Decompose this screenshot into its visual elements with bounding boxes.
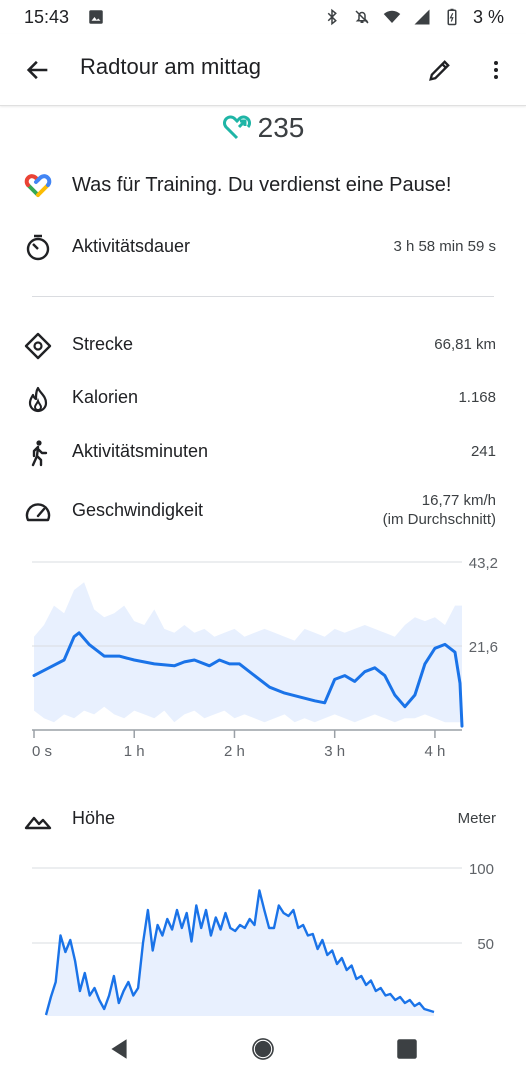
image-icon xyxy=(89,10,103,24)
speed-range-band xyxy=(34,582,462,723)
elevation-label: Höhe xyxy=(72,808,116,828)
x-tick-label: 4 h xyxy=(425,743,446,760)
x-tick-label: 3 h xyxy=(324,743,345,760)
nav-back-icon[interactable] xyxy=(106,1036,132,1062)
stat-label: Kalorien xyxy=(72,387,139,407)
stat-calories: Kalorien 1.168 xyxy=(24,381,496,417)
timer-icon xyxy=(26,234,50,261)
distance-icon xyxy=(24,332,52,360)
training-message: Was für Training. Du verdienst eine Paus… xyxy=(24,168,504,202)
speed-series-line xyxy=(32,631,464,728)
heart-points-icon xyxy=(222,115,251,140)
speedometer-icon xyxy=(25,503,51,522)
y-tick-label: 43,2 xyxy=(469,555,498,572)
status-time: 15:43 xyxy=(24,6,70,27)
stat-value: 241 xyxy=(470,443,496,460)
stat-duration: Aktivitätsdauer 3 h 58 min 59 s xyxy=(24,230,496,266)
y-tick-label: 21,6 xyxy=(469,639,498,656)
signal-icon xyxy=(414,9,430,25)
system-nav-bar xyxy=(0,1016,526,1080)
notifications-off-icon xyxy=(355,10,369,24)
nav-home-icon[interactable] xyxy=(250,1036,276,1062)
stat-value: 66,81 km xyxy=(434,336,496,353)
nav-recents-icon[interactable] xyxy=(394,1036,420,1062)
bluetooth-icon xyxy=(327,8,337,26)
stat-label: Strecke xyxy=(72,334,134,354)
elevation-header: Höhe Meter xyxy=(24,802,496,838)
elevation-series-line xyxy=(44,889,435,1016)
y-tick-label: 100 xyxy=(469,861,494,878)
stat-value-note: (im Durchschnitt) xyxy=(382,511,496,528)
x-tick-label: 1 h xyxy=(124,743,145,760)
status-bar: 15:43 3 % xyxy=(0,0,526,34)
app-bar: Radtour am mittag xyxy=(0,34,526,106)
stat-distance: Strecke 66,81 km xyxy=(24,328,496,364)
calories-icon xyxy=(28,386,48,413)
stat-active-minutes: Aktivitätsminuten 241 xyxy=(24,435,496,471)
page-title: Radtour am mittag xyxy=(80,54,261,79)
heart-points-value: 235 xyxy=(257,112,305,143)
battery-charging-icon xyxy=(447,8,457,26)
duration-value: 3 h 58 min 59 s xyxy=(393,238,496,255)
x-tick-label: 0 s xyxy=(32,743,52,760)
stat-label: Geschwindigkeit xyxy=(72,500,204,520)
more-options-icon[interactable] xyxy=(484,56,508,84)
speed-chart: 43,2 21,6 0 s 1 h 2 h 3 h 4 h xyxy=(32,555,498,760)
walking-icon xyxy=(31,440,48,467)
message-text: Was für Training. Du verdienst eine Paus… xyxy=(72,173,452,196)
edit-icon[interactable] xyxy=(426,56,454,84)
stat-speed: Geschwindigkeit 16,77 km/h (im Durchschn… xyxy=(24,490,496,534)
elevation-chart: 100 50 xyxy=(32,861,494,1016)
stat-value: 16,77 km/h xyxy=(421,492,496,509)
stat-value: 1.168 xyxy=(458,389,496,406)
divider xyxy=(32,296,494,297)
stat-label: Aktivitätsminuten xyxy=(72,441,209,461)
heart-points: 235 xyxy=(0,110,526,146)
wifi-icon xyxy=(383,10,401,23)
google-fit-icon xyxy=(24,174,52,197)
battery-percent: 3 % xyxy=(472,6,504,27)
elevation-area xyxy=(46,890,434,1016)
back-arrow-icon[interactable] xyxy=(24,56,52,84)
elevation-unit: Meter xyxy=(457,810,496,827)
y-tick-label: 50 xyxy=(477,936,494,953)
x-tick-label: 2 h xyxy=(224,743,245,760)
duration-label: Aktivitätsdauer xyxy=(72,236,191,256)
mountain-icon xyxy=(24,816,52,830)
